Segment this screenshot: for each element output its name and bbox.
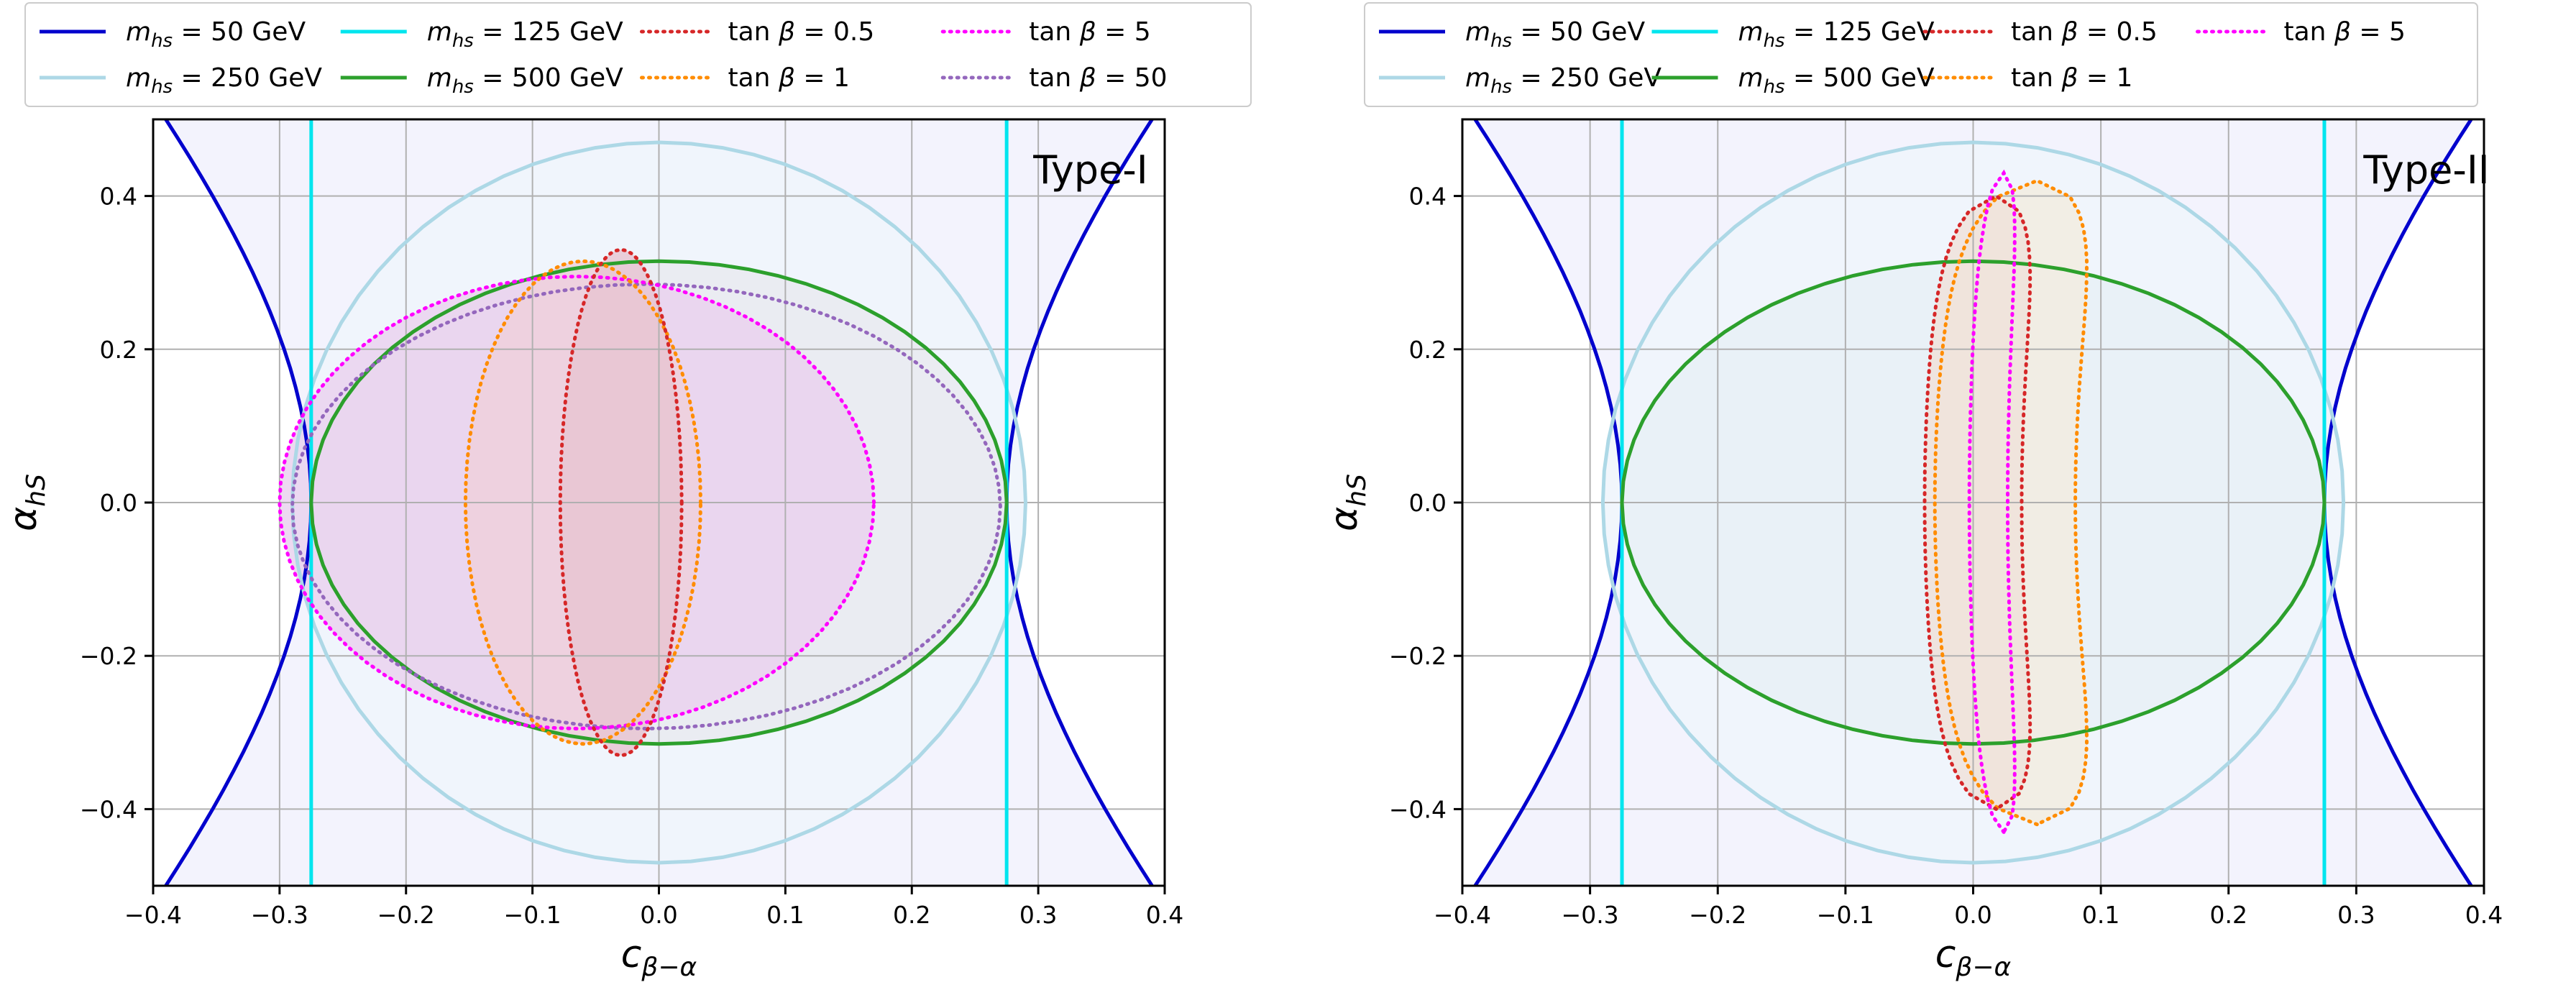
x-tick-label: −0.4: [1434, 901, 1491, 929]
series-tan-5: [1967, 169, 2017, 836]
x-tick-label: 0.3: [1019, 901, 1057, 929]
chart-panel-left: −0.4 −0.3 −0.2 −0.1 0.0 0.1 0.2 0.3 0.4 −0.4 −0.2 0…: [2, 2, 1252, 982]
x-tick-label: −0.2: [377, 901, 435, 929]
y-axis-label: αhS: [1323, 474, 1372, 531]
x-tick-label: −0.2: [1689, 901, 1746, 929]
legend-label: tan β = 1: [728, 63, 850, 93]
legend-label: mhs = 250 GeV: [1465, 63, 1661, 98]
series-tan-1: [463, 259, 703, 746]
legend-label: mhs = 125 GeV: [427, 17, 623, 52]
legend-item-m-hs-250-gev: mhs = 250 GeV: [1379, 63, 1661, 98]
y-tick-label: 0.2: [1409, 336, 1447, 364]
x-tick-label: 0.0: [1954, 901, 1991, 929]
legend: mhs = 50 GeV mhs = 250 GeV mhs = 125 GeV mh…: [1364, 2, 2478, 107]
legend-label: mhs = 50 GeV: [1465, 17, 1645, 52]
y-tick-label: 0.4: [100, 183, 137, 211]
y-tick-label: 0.2: [100, 336, 137, 364]
plot-area: [153, 119, 1165, 886]
x-tick-label: 0.1: [2082, 901, 2119, 929]
legend-box: [1364, 2, 2478, 107]
legend-item-m-hs-500-gev: mhs = 500 GeV: [340, 63, 623, 98]
legend-item-tan-1: tan β = 1: [1922, 63, 2132, 93]
legend-item-m-hs-50-gev: mhs = 50 GeV: [40, 17, 306, 52]
legend-label: tan β = 0.5: [2011, 17, 2158, 47]
series-m-hs-500-gev: [1620, 259, 2327, 746]
legend-item-m-hs-250-gev: mhs = 250 GeV: [40, 63, 322, 98]
x-axis-label: cβ−α: [1935, 933, 2012, 982]
series-m-hs-250-gev: [1600, 140, 2346, 865]
grid: [153, 119, 1165, 886]
y-tick-label: −0.2: [1389, 642, 1447, 670]
legend-label: tan β = 5: [1029, 17, 1150, 47]
ticks: −0.4 −0.3 −0.2 −0.1 0.0 0.1 0.2 0.3 0.4 −0.4 −0.2 0…: [80, 183, 1183, 929]
legend-label: mhs = 50 GeV: [126, 17, 306, 52]
legend-item-tan-1: tan β = 1: [640, 63, 850, 93]
legend-item-tan-5: tan β = 5: [940, 17, 1151, 47]
y-tick-label: 0.0: [100, 489, 137, 517]
x-tick-label: 0.4: [2465, 901, 2503, 929]
legend-item-tan-0-5: tan β = 0.5: [640, 17, 875, 47]
x-tick-label: −0.1: [504, 901, 562, 929]
ticks: −0.4 −0.3 −0.2 −0.1 0.0 0.1 0.2 0.3 0.4 −0.4 −0.2 0…: [1389, 183, 2503, 929]
legend-item-m-hs-125-gev: mhs = 125 GeV: [340, 17, 623, 52]
x-tick-label: 0.0: [640, 901, 677, 929]
y-axis-label: αhS: [2, 474, 51, 531]
legend-item-tan-0-5: tan β = 0.5: [1922, 17, 2158, 47]
line-layer: [164, 119, 1154, 886]
legend-item-m-hs-50-gev: mhs = 50 GeV: [1379, 17, 1645, 52]
series-tan-50: [290, 282, 1002, 731]
series-tan-0-5: [558, 247, 684, 758]
y-tick-label: 0.4: [1409, 183, 1447, 211]
legend-item-tan-50: tan β = 50: [940, 63, 1168, 93]
panel-title: Type-I: [1032, 147, 1147, 193]
line-layer: [1473, 119, 2473, 886]
chart-panel-right: −0.4 −0.3 −0.2 −0.1 0.0 0.1 0.2 0.3 0.4 −0.4 −0.2 0…: [1323, 2, 2503, 982]
legend-item-m-hs-125-gev: mhs = 125 GeV: [1651, 17, 1935, 52]
legend-label: tan β = 1: [2011, 63, 2132, 93]
x-tick-label: −0.3: [1562, 901, 1619, 929]
x-tick-label: −0.3: [251, 901, 308, 929]
legend-item-m-hs-500-gev: mhs = 500 GeV: [1651, 63, 1935, 98]
y-tick-label: −0.4: [1389, 795, 1447, 823]
legend-label: tan β = 5: [2284, 17, 2406, 47]
x-tick-label: 0.3: [2337, 901, 2375, 929]
series-tan-1: [1933, 178, 2089, 827]
x-tick-label: −0.4: [124, 901, 182, 929]
legend-box: [24, 2, 1252, 107]
y-tick-label: −0.4: [80, 795, 137, 823]
y-tick-label: −0.2: [80, 642, 137, 670]
series-m-hs-500-gev: [309, 259, 1009, 746]
legend-label: tan β = 0.5: [728, 17, 875, 47]
legend-item-tan-5: tan β = 5: [2196, 17, 2406, 47]
y-tick-label: 0.0: [1409, 489, 1447, 517]
legend-label: mhs = 500 GeV: [427, 63, 623, 98]
panel-title: Type-II: [2362, 147, 2489, 193]
x-tick-label: 0.2: [2210, 901, 2247, 929]
grid: [1462, 119, 2484, 886]
x-tick-label: −0.1: [1817, 901, 1874, 929]
x-tick-label: 0.2: [893, 901, 930, 929]
legend: mhs = 50 GeV mhs = 250 GeV mhs = 125 GeV mh…: [24, 2, 1252, 107]
legend-label: tan β = 50: [1029, 63, 1167, 93]
x-tick-label: 0.1: [766, 901, 804, 929]
legend-label: mhs = 125 GeV: [1738, 17, 1935, 52]
legend-label: mhs = 250 GeV: [126, 63, 322, 98]
x-axis-label: cβ−α: [621, 933, 697, 982]
x-tick-label: 0.4: [1146, 901, 1183, 929]
series-tan-5: [278, 274, 876, 731]
legend-label: mhs = 500 GeV: [1738, 63, 1935, 98]
plot-area: [1462, 119, 2484, 886]
